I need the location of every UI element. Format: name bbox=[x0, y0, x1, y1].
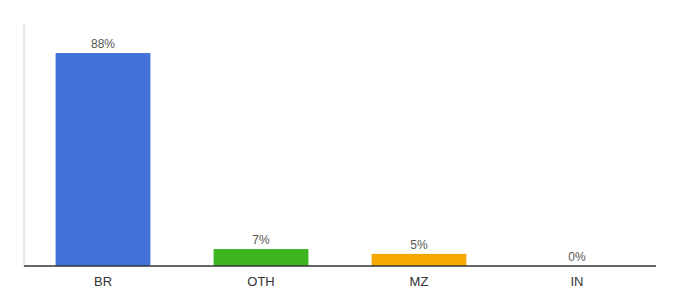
x-tick-label: BR bbox=[94, 274, 112, 289]
x-tick-label: OTH bbox=[247, 274, 274, 289]
x-axis-line bbox=[24, 265, 656, 267]
bar bbox=[214, 249, 309, 266]
x-tick-label: IN bbox=[571, 274, 584, 289]
y-axis-line bbox=[24, 24, 25, 266]
data-label: 7% bbox=[252, 233, 270, 247]
chart: 88% 7% 5% 0% BR OTH MZ IN bbox=[0, 0, 680, 300]
data-label: 5% bbox=[410, 238, 428, 252]
data-label: 0% bbox=[568, 250, 586, 264]
bar bbox=[372, 254, 467, 266]
data-label: 88% bbox=[91, 37, 115, 51]
bar bbox=[56, 53, 151, 266]
chart-container: 88% 7% 5% 0% BR OTH MZ IN bbox=[0, 0, 680, 300]
x-tick-label: MZ bbox=[410, 274, 429, 289]
bars bbox=[56, 53, 467, 266]
